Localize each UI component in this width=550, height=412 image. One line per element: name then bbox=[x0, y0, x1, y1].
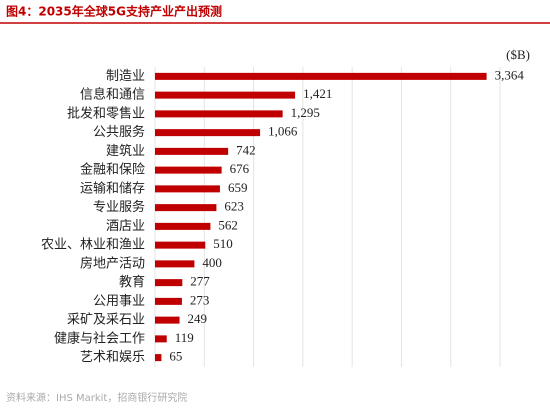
bar bbox=[155, 297, 182, 305]
category-label: 信息和通信 bbox=[80, 87, 145, 103]
category-label: 采矿及采石业 bbox=[67, 313, 145, 328]
category-label: 专业服务 bbox=[93, 199, 145, 215]
category-label: 农业、林业和渔业 bbox=[41, 238, 145, 253]
value-label: 400 bbox=[202, 255, 222, 270]
source: 资料来源：IHS Markit，招商银行研究院 bbox=[6, 391, 187, 404]
value-label: 1,295 bbox=[291, 105, 320, 120]
category-label: 公共服务 bbox=[93, 124, 145, 140]
bar bbox=[155, 279, 183, 287]
bar bbox=[155, 316, 180, 324]
category-label: 运输和储存 bbox=[80, 180, 145, 196]
bar bbox=[155, 354, 162, 362]
value-label: 510 bbox=[213, 236, 233, 251]
category-label: 教育 bbox=[119, 274, 145, 290]
bar bbox=[155, 241, 206, 249]
category-label: 房地产活动 bbox=[80, 255, 145, 271]
value-label: 249 bbox=[188, 311, 208, 326]
value-label: 623 bbox=[224, 199, 244, 214]
value-label: 119 bbox=[175, 330, 194, 345]
value-label: 1,066 bbox=[268, 124, 298, 139]
category-label: 公用事业 bbox=[93, 294, 145, 309]
bar bbox=[155, 185, 220, 193]
bar bbox=[155, 91, 296, 99]
category-label: 健康与社会工作 bbox=[54, 330, 145, 346]
bar bbox=[155, 222, 211, 230]
bar bbox=[155, 147, 229, 155]
category-label: 建筑业 bbox=[106, 143, 145, 159]
bar bbox=[155, 129, 261, 137]
chart-title: 图4：2035年全球5G支持产业产出预测 bbox=[6, 4, 222, 19]
value-label: 1,421 bbox=[303, 86, 332, 101]
category-label: 金融和保险 bbox=[80, 162, 145, 178]
category-label: 酒店业 bbox=[106, 219, 145, 234]
value-label: 659 bbox=[228, 180, 248, 195]
value-label: 742 bbox=[236, 142, 256, 157]
category-label: 批发和零售业 bbox=[67, 105, 145, 121]
value-label: 562 bbox=[218, 217, 238, 232]
value-label: 277 bbox=[190, 274, 210, 289]
bar bbox=[155, 335, 167, 343]
value-label: 3,364 bbox=[495, 67, 525, 82]
bar bbox=[155, 110, 283, 118]
value-label: 676 bbox=[230, 161, 250, 176]
value-label: 273 bbox=[190, 292, 210, 307]
bar bbox=[155, 166, 222, 174]
bar bbox=[155, 72, 487, 80]
category-label: 艺术和娱乐 bbox=[80, 350, 145, 365]
category-label: 制造业 bbox=[106, 69, 145, 84]
value-label: 65 bbox=[169, 349, 182, 364]
bar bbox=[155, 204, 217, 212]
bar bbox=[155, 260, 195, 268]
unit-label: ($B) bbox=[506, 47, 530, 62]
